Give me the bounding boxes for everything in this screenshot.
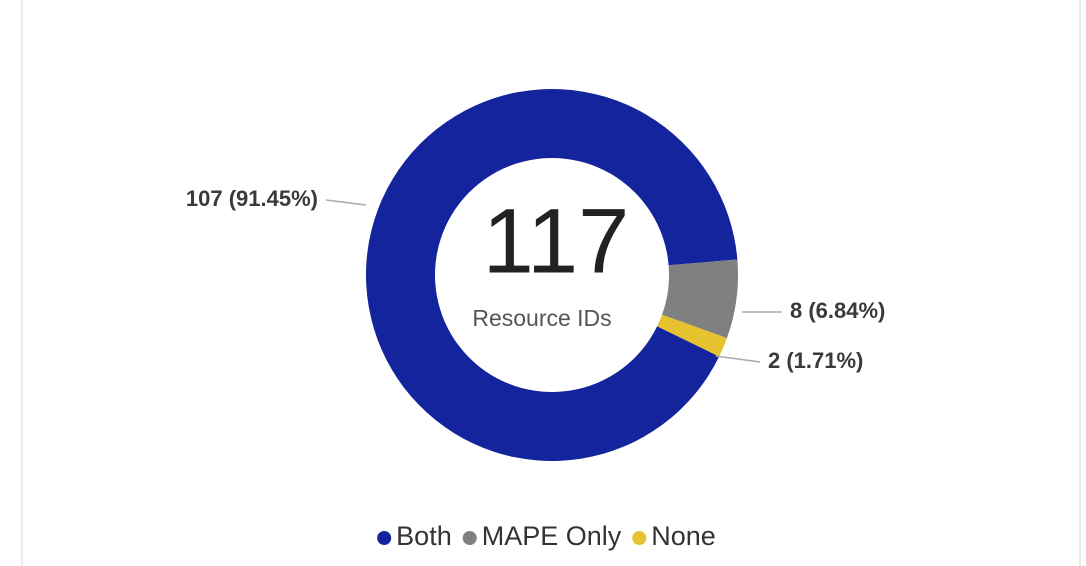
- legend-label: None: [651, 521, 716, 551]
- value-label: 107 (91.45%): [186, 186, 318, 211]
- leader-line: [715, 355, 761, 363]
- value-label: 2 (1.71%): [768, 348, 863, 373]
- legend-label: MAPE Only: [482, 521, 622, 551]
- legend-label: Both: [396, 521, 452, 551]
- donut-slice: [657, 314, 727, 357]
- donut-slice: [366, 89, 738, 462]
- value-label: 8 (6.84%): [790, 298, 885, 323]
- legend-marker: [632, 531, 647, 545]
- donut-slice: [662, 259, 738, 339]
- leader-line: [325, 199, 367, 206]
- legend-marker: [377, 531, 392, 545]
- center-value: 117: [483, 190, 630, 292]
- center-label: Resource IDs: [472, 305, 611, 331]
- legend-marker: [462, 531, 477, 545]
